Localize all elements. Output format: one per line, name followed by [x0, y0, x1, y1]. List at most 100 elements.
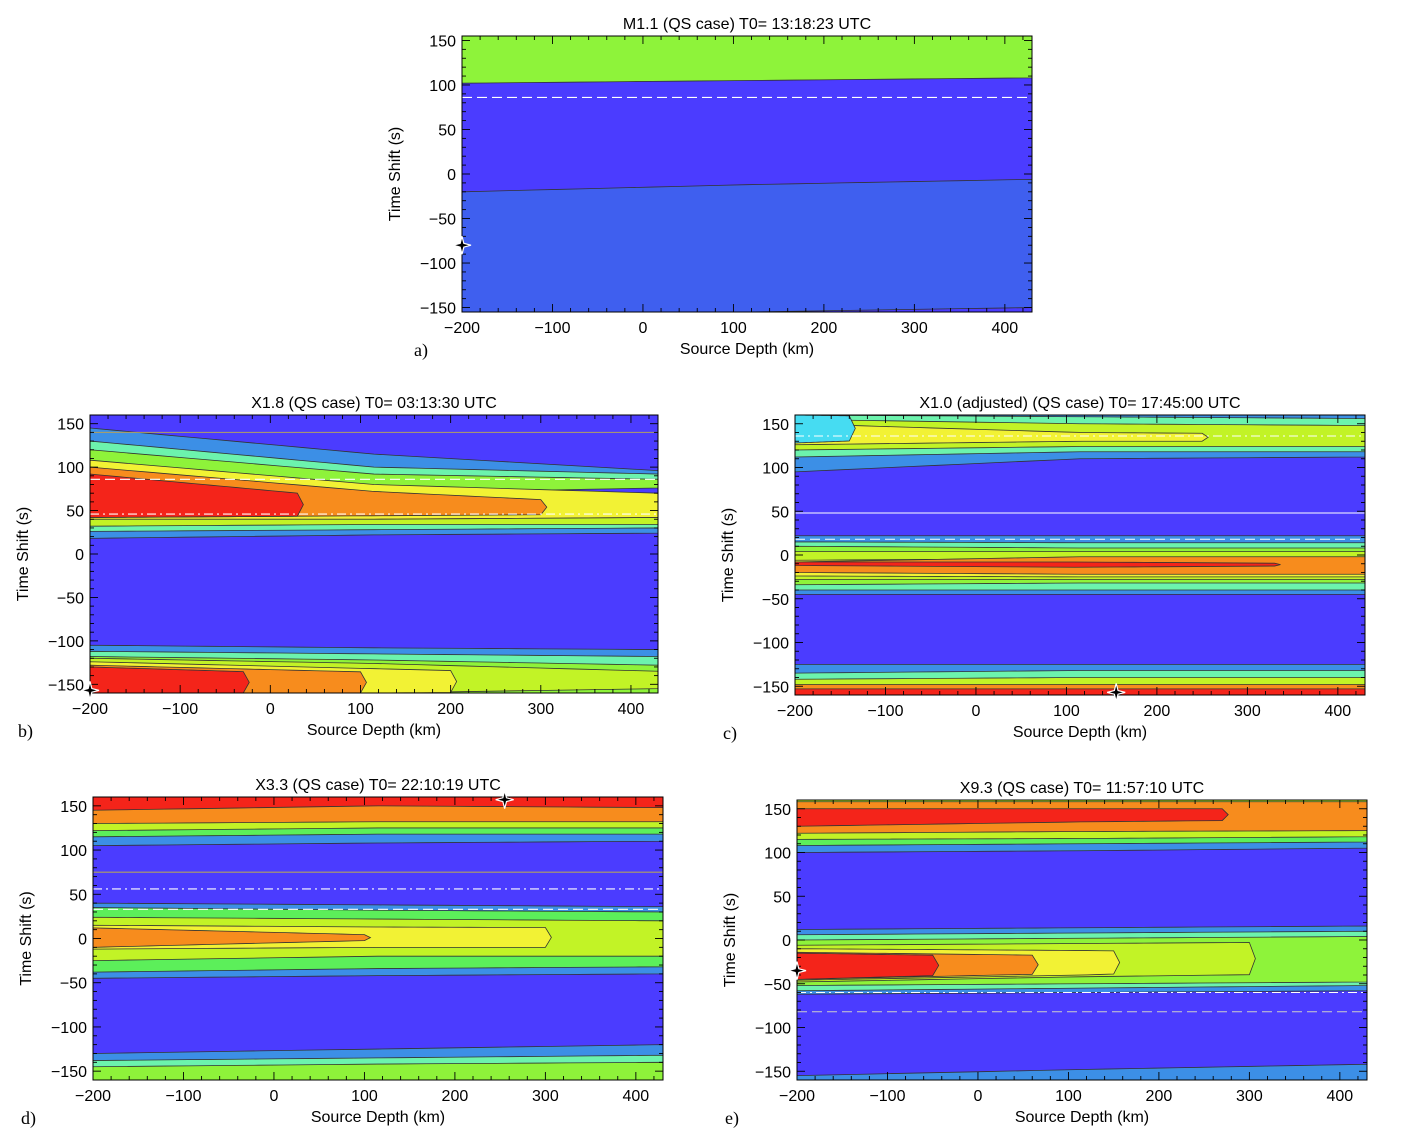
- contour-fill: [462, 36, 1032, 312]
- y-tick-label: 0: [780, 548, 789, 565]
- y-tick-label: 100: [764, 846, 791, 863]
- y-tick-label: 150: [60, 799, 87, 816]
- star-marker: [452, 236, 472, 255]
- x-tick-label: −200: [777, 703, 813, 720]
- contour-band: [797, 1063, 1367, 1080]
- x-tick-label: 300: [901, 320, 928, 337]
- y-tick-label: −100: [755, 1021, 791, 1038]
- panel-title: M1.1 (QS case) T0= 13:18:23 UTC: [623, 16, 871, 33]
- x-tick-label: 300: [1234, 703, 1261, 720]
- y-tick-label: −50: [762, 592, 789, 609]
- contour-band: [797, 952, 940, 980]
- x-tick-label: −200: [444, 320, 480, 337]
- y-tick-label: 100: [57, 460, 84, 477]
- x-tick-label: 200: [442, 1088, 469, 1105]
- axis-ticks: [461, 36, 1032, 312]
- y-tick-label: 150: [762, 417, 789, 434]
- panel-a: M1.1 (QS case) T0= 13:18:23 UTC −200 −100…: [387, 16, 1033, 361]
- star-marker: [787, 961, 807, 980]
- panel-c: X1.0 (adjusted) (QS case) T0= 17:45:00 U…: [720, 395, 1366, 744]
- y-tick-label: −50: [764, 977, 791, 994]
- x-tick-label: 400: [623, 1088, 650, 1105]
- contour-fill: [795, 415, 1365, 695]
- panel-e: X9.3 (QS case) T0= 11:57:10 UTC −200 −100…: [722, 780, 1368, 1128]
- x-tick-label: 200: [811, 320, 838, 337]
- y-tick-label: 150: [764, 802, 791, 819]
- y-axis-label: Time Shift (s): [720, 508, 737, 603]
- y-tick-label: 50: [66, 504, 84, 521]
- panel-title: X9.3 (QS case) T0= 11:57:10 UTC: [960, 780, 1204, 797]
- y-tick-label: −100: [420, 256, 456, 273]
- x-tick-label: −200: [72, 701, 108, 718]
- panel-label: b): [18, 721, 33, 742]
- y-tick-label: 100: [762, 461, 789, 478]
- x-tick-label: 300: [532, 1088, 559, 1105]
- x-axis-label: Source Depth (km): [307, 722, 441, 739]
- x-tick-label: 0: [638, 320, 647, 337]
- axis-ticks: [89, 415, 658, 693]
- x-tick-label: 0: [971, 703, 980, 720]
- x-tick-label: −200: [779, 1088, 815, 1105]
- panel-label: a): [414, 340, 428, 361]
- y-tick-label: −100: [48, 634, 84, 651]
- y-tick-label: −150: [753, 679, 789, 696]
- x-tick-label: 200: [437, 701, 464, 718]
- contour-plot: −200 −100 0 100 200 300 400 −150 −100 −50 0 50 100 15…: [753, 414, 1366, 720]
- y-tick-label: −100: [51, 1020, 87, 1037]
- y-tick-label: 50: [773, 889, 791, 906]
- contour-band: [795, 423, 1209, 446]
- y-tick-label: 0: [78, 932, 87, 949]
- x-tick-label: 0: [973, 1088, 982, 1105]
- x-tick-label: 200: [1144, 703, 1171, 720]
- x-tick-label: 100: [1053, 703, 1080, 720]
- star-marker: [1107, 683, 1126, 702]
- contour-plot: −200 −100 0 100 200 300 400 −150 −100 −50 0 50 100 15…: [420, 33, 1033, 337]
- contour-band: [797, 808, 1229, 827]
- y-axis-label: Time Shift (s): [15, 507, 32, 602]
- panel-b: X1.8 (QS case) T0= 03:13:30 UTC −200 −100…: [15, 395, 659, 742]
- y-tick-label: 100: [429, 78, 456, 95]
- contour-band: [93, 797, 663, 811]
- y-tick-label: −50: [60, 976, 87, 993]
- x-tick-label: 200: [1146, 1088, 1173, 1105]
- y-tick-label: −150: [755, 1064, 791, 1081]
- y-tick-label: 50: [438, 122, 456, 139]
- x-tick-label: 400: [992, 320, 1019, 337]
- x-tick-label: 300: [527, 701, 554, 718]
- y-tick-label: 50: [771, 504, 789, 521]
- contour-fill: [90, 415, 658, 693]
- y-axis-label: Time Shift (s): [387, 127, 404, 222]
- x-tick-label: −100: [162, 701, 198, 718]
- x-axis-label: Source Depth (km): [680, 341, 814, 358]
- x-tick-label: 100: [720, 320, 747, 337]
- axis-ticks: [92, 797, 663, 1080]
- y-tick-label: −150: [51, 1064, 87, 1081]
- axis-ticks: [794, 415, 1365, 695]
- panel-label: c): [723, 723, 737, 744]
- x-tick-label: 0: [266, 701, 275, 718]
- contour-band: [795, 688, 1365, 695]
- panel-title: X1.0 (adjusted) (QS case) T0= 17:45:00 U…: [919, 395, 1240, 412]
- y-tick-label: −150: [48, 677, 84, 694]
- panel-title: X1.8 (QS case) T0= 03:13:30 UTC: [251, 395, 497, 412]
- y-tick-label: −50: [429, 212, 456, 229]
- y-tick-label: 100: [60, 843, 87, 860]
- x-tick-label: −100: [867, 703, 903, 720]
- panel-d: X3.3 (QS case) T0= 22:10:19 UTC −200 −100…: [18, 777, 664, 1128]
- y-axis-label: Time Shift (s): [18, 891, 35, 986]
- contour-plot: −200 −100 0 100 200 300 400 −150 −100 −50 0 50 100 15…: [48, 414, 659, 718]
- y-tick-label: 50: [69, 887, 87, 904]
- y-tick-label: 150: [429, 33, 456, 50]
- star-marker: [80, 681, 100, 700]
- contour-band: [795, 415, 856, 444]
- contour-fill: [797, 800, 1367, 1080]
- x-axis-label: Source Depth (km): [1015, 1109, 1149, 1126]
- x-tick-label: −100: [165, 1088, 201, 1105]
- contour-band: [93, 1061, 663, 1080]
- y-tick-label: 0: [447, 167, 456, 184]
- contour-plot: −200 −100 0 100 200 300 400 −150 −100 −50 0 50 100 15…: [51, 790, 664, 1105]
- x-tick-label: 400: [1325, 703, 1352, 720]
- x-tick-label: 400: [618, 701, 645, 718]
- x-tick-label: 100: [347, 701, 374, 718]
